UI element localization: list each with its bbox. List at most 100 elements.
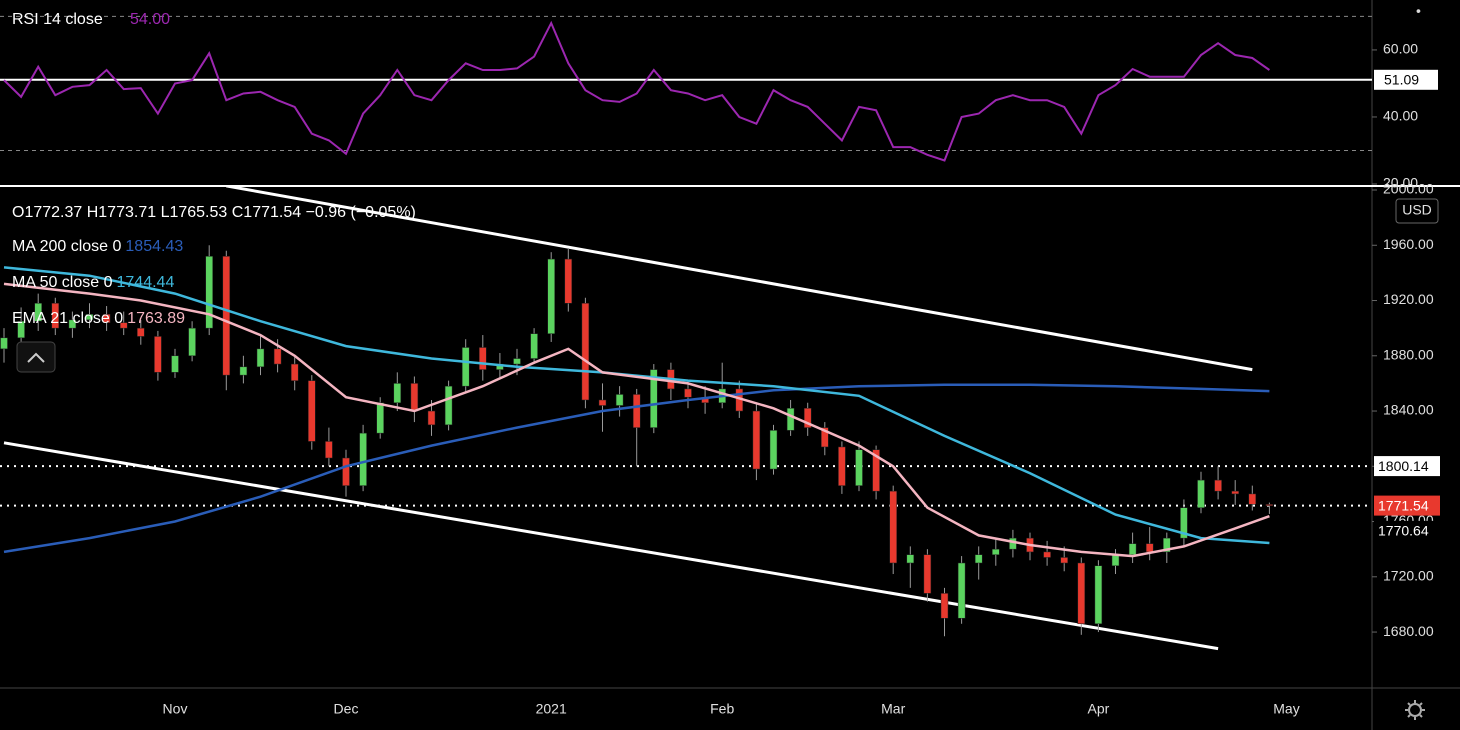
rsi-pane: [0, 15, 1372, 162]
price-label: 1800.14: [1378, 458, 1429, 474]
candle-body: [872, 449, 880, 492]
candle-body: [1009, 537, 1017, 550]
time-tick-label: Nov: [163, 701, 188, 717]
candle-body: [427, 410, 436, 426]
candle-body: [444, 385, 453, 426]
candle-body: [752, 410, 761, 470]
candle-body: [1214, 479, 1222, 492]
price-tick-label: 1880.00: [1383, 346, 1434, 362]
candle-body: [513, 358, 521, 365]
candle-body: [239, 366, 248, 376]
candle-body: [359, 432, 367, 486]
candle-body: [188, 327, 196, 357]
candle-body: [1197, 479, 1205, 508]
candle-body: [1145, 543, 1154, 553]
candle-body: [855, 449, 863, 486]
candle-body: [1163, 537, 1171, 553]
legend-name: EMA 21 close 0: [12, 310, 123, 327]
candle-body: [137, 327, 145, 337]
trend-line: [3, 441, 1219, 651]
rsi-tick-label: 60.00: [1383, 41, 1418, 57]
candle-body: [1128, 543, 1137, 555]
price-label-bg: [1374, 495, 1440, 516]
candle-body: [222, 256, 231, 376]
price-tick-label: 1920.00: [1383, 291, 1434, 307]
candle-body: [957, 562, 966, 619]
candle-body: [598, 399, 607, 406]
candle-body: [530, 333, 538, 359]
candle-body: [376, 402, 384, 434]
candle-body: [803, 408, 812, 428]
candle-body: [581, 303, 590, 401]
price-tick-label: 2000.00: [1383, 181, 1434, 197]
candle-body: [889, 490, 897, 564]
candle-body: [479, 347, 487, 370]
time-tick-label: Dec: [334, 701, 359, 717]
candle-body: [1180, 507, 1188, 539]
candle-body: [1248, 493, 1257, 505]
candle-body: [632, 394, 641, 428]
candle-body: [290, 363, 299, 381]
candle-body: [1111, 554, 1120, 566]
candle-body: [51, 303, 60, 329]
price-tick-label: 1680.00: [1383, 623, 1434, 639]
candle-body: [410, 383, 419, 412]
moving-average-line: [3, 266, 1270, 545]
rsi-menu-dot[interactable]: •: [1416, 3, 1421, 19]
candle-body: [547, 258, 555, 334]
candle-body: [0, 337, 8, 350]
candle-body: [393, 383, 402, 403]
candle-body: [786, 408, 795, 431]
rsi-level-label: 51.09: [1384, 72, 1419, 88]
candle-body: [273, 348, 282, 365]
candle-body: [684, 388, 692, 398]
candle-body: [821, 427, 829, 448]
candle-body: [1094, 565, 1103, 625]
price-tick-label: 1840.00: [1383, 402, 1434, 418]
settings-icon[interactable]: [1405, 700, 1425, 720]
candle-body: [1231, 490, 1239, 495]
rsi-tick-label: 40.00: [1383, 108, 1418, 124]
ohlc-header: O1772.37 H1773.71 L1765.53 C1771.54 −0.9…: [12, 204, 416, 221]
candle-body: [906, 554, 915, 564]
candle-body: [205, 256, 213, 329]
candle-body: [256, 348, 265, 368]
candle-body: [119, 322, 128, 329]
candle-body: [342, 457, 350, 486]
overlay: 20.00 40.00 60.00 51.09 RSI 14 close 54.00 168…: [12, 11, 1440, 717]
moving-average-line: [3, 383, 1270, 554]
rsi-title: RSI 14 close: [12, 11, 103, 28]
time-tick-label: Mar: [881, 701, 905, 717]
candle-body: [154, 336, 162, 373]
candle-body: [650, 369, 658, 428]
rsi-title-value: 54.00: [130, 11, 170, 28]
candle-body: [1043, 551, 1051, 558]
legend-name: MA 50 close 0: [12, 274, 113, 291]
price-label: 1770.64: [1378, 523, 1429, 539]
candle-body: [85, 314, 94, 321]
time-tick-label: 2021: [536, 701, 567, 717]
candle-body: [461, 347, 470, 387]
price-label-bg: [1374, 520, 1440, 541]
candle-body: [1060, 557, 1068, 564]
currency-box: [1395, 198, 1439, 224]
candle-body: [171, 355, 179, 373]
time-tick-label: Feb: [710, 701, 734, 717]
moving-average-line: [3, 282, 1270, 558]
rsi-tick-label: 20.00: [1383, 175, 1418, 191]
legend-name: MA 200 close 0: [12, 238, 122, 255]
candle-body: [17, 320, 25, 339]
price-tick-label: 1720.00: [1383, 568, 1434, 584]
candle-body: [1077, 562, 1086, 625]
rsi-level-label-bg: [1374, 69, 1438, 90]
candle-body: [325, 441, 333, 459]
candle-body: [769, 430, 778, 470]
time-tick-label: May: [1273, 701, 1299, 717]
scroll-button[interactable]: [16, 341, 56, 373]
candle-body: [992, 548, 1000, 555]
legend-value: 1744.44: [117, 274, 175, 291]
legend-value: 1854.43: [125, 238, 183, 255]
price-label-bg: [1374, 456, 1440, 477]
candle-body: [940, 593, 949, 619]
